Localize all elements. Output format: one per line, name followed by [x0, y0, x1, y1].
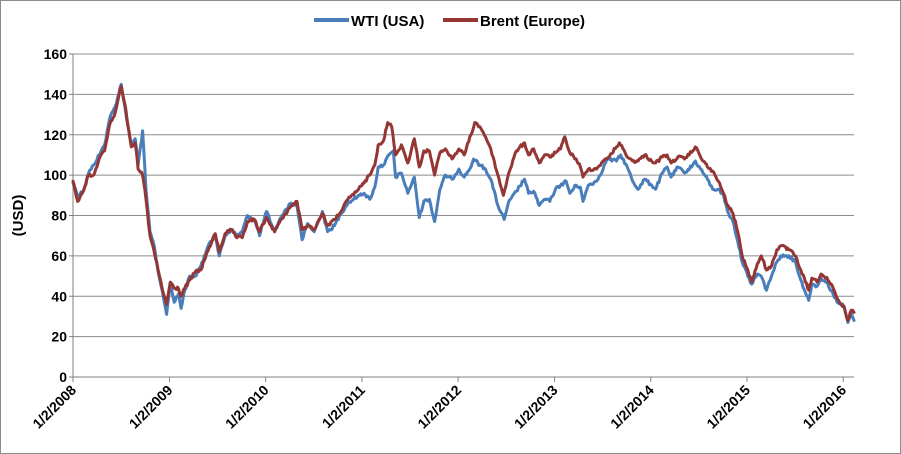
y-tick-label: 120: [44, 127, 68, 143]
gridlines: [73, 53, 854, 338]
y-tick-label: 80: [51, 208, 67, 224]
x-tick-label: 1/2/2014: [607, 382, 657, 432]
y-tick-label: 160: [44, 46, 68, 62]
x-tick-label: 1/2/2015: [703, 382, 753, 432]
y-tick-label: 140: [44, 86, 68, 102]
x-tick-label: 1/2/2009: [126, 382, 176, 432]
x-tick-label: 1/2/2010: [222, 382, 272, 432]
y-axis-tick-labels: 0 20 40 60 80 100 120 140 160: [44, 46, 73, 385]
y-tick-label: 20: [51, 329, 67, 345]
series-line-wti: [71, 82, 856, 324]
series-line-brent: [71, 84, 856, 322]
legend-label-brent: Brent (Europe): [480, 13, 585, 30]
y-tick-label: 40: [51, 288, 67, 304]
axes: [72, 54, 854, 378]
legend-label-wti: WTI (USA): [351, 13, 424, 30]
y-axis-label: (USD): [10, 195, 27, 237]
x-tick-label: 1/2/2016: [799, 382, 849, 432]
x-axis-tick-labels: 1/2/2008 1/2/2009 1/2/2010 1/2/2011 1/2/2012…: [29, 377, 849, 432]
x-tick-label: 1/2/2013: [511, 382, 561, 432]
x-tick-label: 1/2/2008: [29, 382, 79, 432]
y-tick-label: 60: [51, 248, 67, 264]
series-layer: [71, 82, 856, 324]
y-tick-label: 100: [44, 167, 68, 183]
y-tick-label: 0: [59, 369, 67, 385]
x-tick-label: 1/2/2011: [319, 382, 368, 431]
legend: WTI (USA) Brent (Europe): [314, 13, 585, 30]
x-tick-label: 1/2/2012: [414, 382, 464, 432]
